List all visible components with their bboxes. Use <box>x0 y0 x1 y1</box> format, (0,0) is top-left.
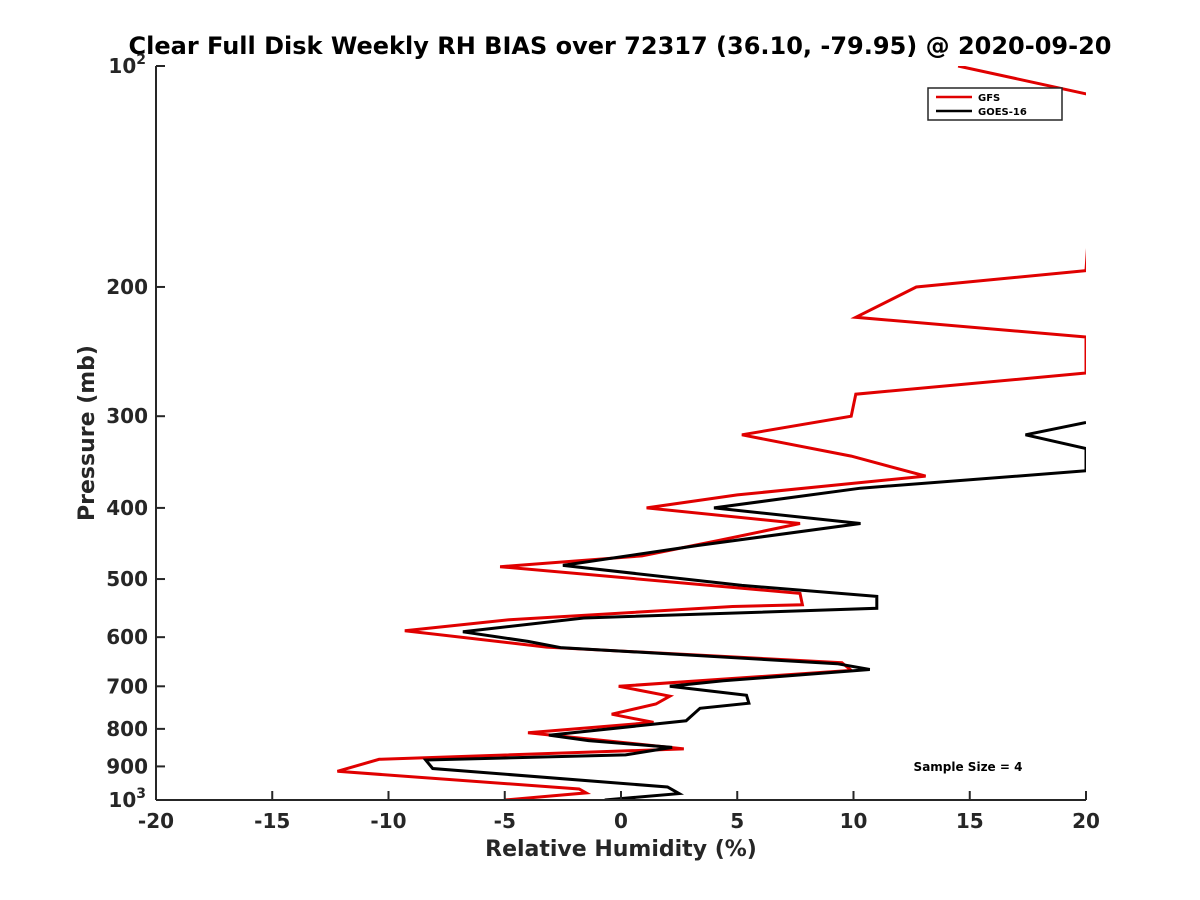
y-tick-label: 800 <box>106 717 148 741</box>
x-tick-label: 10 <box>840 809 868 833</box>
legend: GFS GOES-16 <box>927 87 1063 121</box>
y-tick-label: 500 <box>106 567 148 591</box>
x-tick-label: 5 <box>730 809 744 833</box>
y-tick-label: 900 <box>106 754 148 778</box>
sample-size-annotation: Sample Size = 4 <box>914 760 1023 774</box>
y-tick-label: 200 <box>106 275 148 299</box>
x-ticks: -20 -15 -10 -5 0 5 10 15 20 <box>138 791 1100 833</box>
y-axis-label: Pressure (mb) <box>75 345 100 521</box>
y-tick-label: 700 <box>106 674 148 698</box>
series-line-goes16 <box>422 421 1086 800</box>
x-tick-label: -15 <box>254 809 290 833</box>
legend-label-gfs: GFS <box>978 93 1000 104</box>
x-tick-label: -20 <box>138 809 174 833</box>
legend-label-goes16: GOES-16 <box>978 107 1027 118</box>
x-tick-label: -5 <box>494 809 516 833</box>
y-tick-label: 300 <box>106 404 148 428</box>
chart-title: Clear Full Disk Weekly RH BIAS over 7231… <box>129 32 1112 60</box>
x-tick-label: 15 <box>956 809 984 833</box>
series-layer <box>336 66 1086 800</box>
y-tick-label: 400 <box>106 496 148 520</box>
x-axis-label: Relative Humidity (%) <box>485 837 757 862</box>
x-tick-label: 0 <box>614 809 628 833</box>
x-tick-label: 20 <box>1072 809 1100 833</box>
legend-box <box>927 87 1063 121</box>
y-tick-label: 600 <box>106 625 148 649</box>
x-tick-label: -10 <box>370 809 406 833</box>
